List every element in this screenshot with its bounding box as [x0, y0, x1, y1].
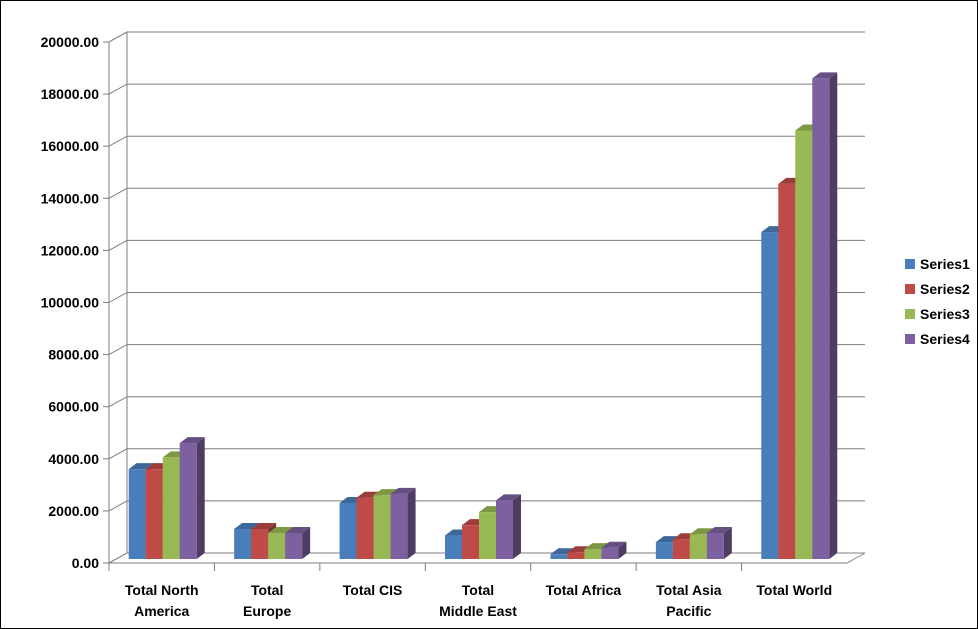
- y-tick-label: 18000.00: [41, 86, 100, 102]
- legend-label: Series3: [920, 306, 970, 322]
- legend-entry: Series2: [905, 281, 970, 297]
- y-tick-label: 8000.00: [48, 347, 99, 363]
- x-tick-label: Total World: [756, 582, 832, 598]
- x-tick-label: Total CIS: [343, 582, 403, 598]
- legend-entry: Series1: [905, 256, 970, 272]
- x-tick-label: Total Africa: [546, 582, 622, 598]
- gridlines: [108, 31, 865, 564]
- category-labels: Total North America Total Europe Total CIS To…: [125, 582, 832, 619]
- floor-edge: [109, 552, 866, 564]
- bar: [285, 526, 311, 559]
- y-tick-label: 20000.00: [41, 34, 100, 50]
- gridline: [108, 292, 865, 303]
- bar: [706, 526, 732, 559]
- bar: [496, 494, 521, 559]
- axes: [103, 31, 866, 571]
- gridline: [108, 448, 865, 460]
- y-tick-label: 14000.00: [41, 190, 100, 206]
- x-tick-label: Total Europe: [243, 582, 291, 619]
- legend: Series1 Series2 Series3 Series4: [905, 256, 970, 347]
- gridline: [108, 344, 865, 356]
- legend-label: Series1: [920, 256, 970, 272]
- legend-swatch: [905, 309, 915, 319]
- y-tick-labels: 0.00 2000.00 4000.00 6000.00 8000.00 10000.00…: [41, 34, 100, 571]
- bar: [179, 437, 205, 559]
- legend-entry: Series4: [905, 331, 970, 347]
- gridline: [108, 187, 865, 199]
- bar: [390, 487, 416, 559]
- legend-swatch: [905, 284, 915, 294]
- y-tick-label: 0.00: [72, 555, 99, 571]
- y-tick-label: 2000.00: [48, 503, 99, 519]
- legend-label: Series4: [920, 331, 970, 347]
- gridline: [108, 135, 865, 147]
- legend-swatch: [905, 259, 915, 269]
- y-tick-label: 12000.00: [41, 242, 100, 258]
- bars: [128, 72, 838, 560]
- gridline: [108, 83, 865, 95]
- gridline: [108, 396, 865, 408]
- x-tick-label: Total Asia Pacific: [656, 582, 722, 619]
- legend-swatch: [905, 334, 915, 344]
- y-tick-label: 6000.00: [48, 399, 99, 415]
- y-tick-label: 4000.00: [48, 451, 99, 467]
- legend-label: Series2: [920, 281, 970, 297]
- x-tick-label: Total Middle East: [439, 582, 517, 619]
- side-wall: [108, 31, 128, 564]
- gridline: [108, 239, 865, 251]
- y-tick-label: 16000.00: [41, 138, 100, 154]
- legend-entry: Series3: [905, 306, 970, 322]
- y-tick-label: 10000.00: [41, 295, 100, 311]
- x-tick-label: Total North America: [125, 582, 199, 619]
- bar: [601, 541, 627, 559]
- bar: [812, 72, 838, 559]
- gridline: [108, 31, 865, 43]
